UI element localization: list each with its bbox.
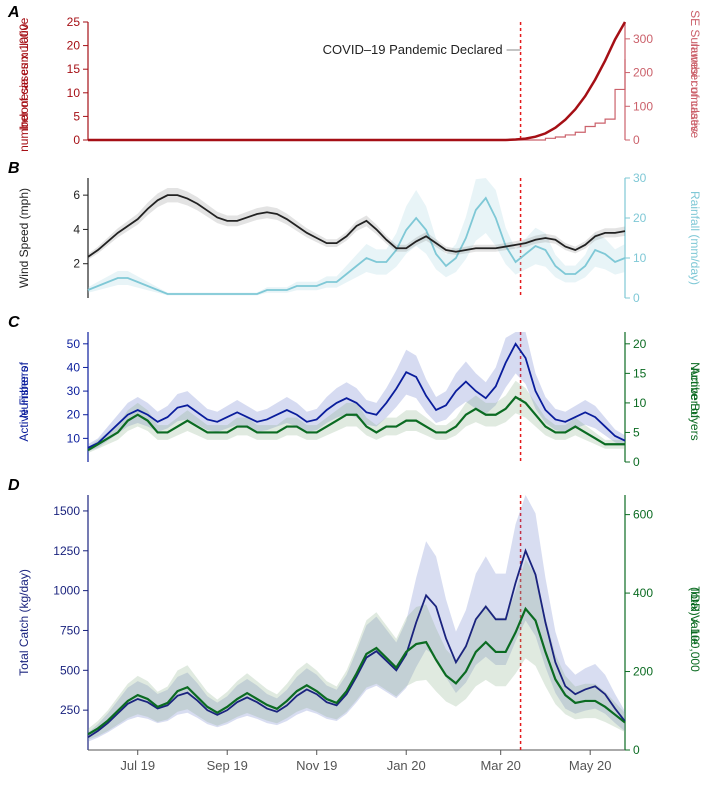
svg-text:Jan 20: Jan 20 <box>387 758 426 773</box>
svg-text:50: 50 <box>67 337 81 351</box>
svg-text:10: 10 <box>633 251 647 265</box>
svg-text:1250: 1250 <box>53 544 80 558</box>
svg-text:40: 40 <box>67 360 81 374</box>
svg-text:0: 0 <box>633 133 640 147</box>
svg-text:20: 20 <box>633 211 647 225</box>
svg-text:0: 0 <box>73 133 80 147</box>
svg-text:30: 30 <box>633 171 647 185</box>
svg-text:1500: 1500 <box>53 504 80 518</box>
svg-text:30: 30 <box>67 384 81 398</box>
panel-label-d: D <box>8 477 20 495</box>
svg-text:Total Catch (kg/day): Total Catch (kg/day) <box>17 569 31 676</box>
svg-text:200: 200 <box>633 66 653 80</box>
svg-text:number of cases x 1000: number of cases x 1000 <box>17 24 31 152</box>
svg-text:0: 0 <box>633 291 640 305</box>
svg-text:Mar 20: Mar 20 <box>480 758 520 773</box>
svg-text:Active Buyers: Active Buyers <box>688 367 702 440</box>
svg-text:COVID–19 Pandemic Declared: COVID–19 Pandemic Declared <box>323 42 503 57</box>
svg-text:(IDR) x 100,000: (IDR) x 100,000 <box>688 587 702 672</box>
svg-text:15: 15 <box>633 366 647 380</box>
svg-text:Wind Speed (mph): Wind Speed (mph) <box>17 188 31 288</box>
svg-text:25: 25 <box>67 15 81 29</box>
svg-text:20: 20 <box>67 39 81 53</box>
svg-text:Sep 19: Sep 19 <box>207 758 248 773</box>
svg-text:400: 400 <box>633 586 653 600</box>
svg-text:600: 600 <box>633 508 653 522</box>
svg-text:Active Fishers: Active Fishers <box>17 366 31 441</box>
svg-text:300: 300 <box>633 32 653 46</box>
svg-text:0: 0 <box>633 743 640 757</box>
svg-text:Rainfall (mm/day): Rainfall (mm/day) <box>688 191 702 285</box>
svg-text:Jul 19: Jul 19 <box>120 758 155 773</box>
svg-text:May 20: May 20 <box>569 758 612 773</box>
svg-text:15: 15 <box>67 62 81 76</box>
svg-text:20: 20 <box>67 408 81 422</box>
svg-text:500: 500 <box>60 663 80 677</box>
svg-text:20: 20 <box>633 337 647 351</box>
panel-label-a: A <box>8 4 20 22</box>
svg-text:5: 5 <box>633 425 640 439</box>
svg-text:10: 10 <box>67 431 81 445</box>
svg-text:100: 100 <box>633 99 653 113</box>
svg-text:Nov 19: Nov 19 <box>296 758 337 773</box>
svg-text:4: 4 <box>73 222 80 236</box>
svg-text:750: 750 <box>60 623 80 637</box>
panel-label-c: C <box>8 314 20 332</box>
svg-text:250: 250 <box>60 703 80 717</box>
svg-text:10: 10 <box>633 396 647 410</box>
svg-text:2: 2 <box>73 257 80 271</box>
svg-text:6: 6 <box>73 188 80 202</box>
figure-root: 05101520250100200300Indonesia cumulative… <box>0 0 713 807</box>
panel-label-b: B <box>8 160 20 178</box>
svg-text:10: 10 <box>67 86 81 100</box>
svg-text:5: 5 <box>73 109 80 123</box>
figure-svg: 05101520250100200300Indonesia cumulative… <box>0 0 713 807</box>
svg-text:1000: 1000 <box>53 584 80 598</box>
svg-text:number of cases: number of cases <box>688 44 702 133</box>
svg-text:200: 200 <box>633 665 653 679</box>
svg-text:0: 0 <box>633 455 640 469</box>
